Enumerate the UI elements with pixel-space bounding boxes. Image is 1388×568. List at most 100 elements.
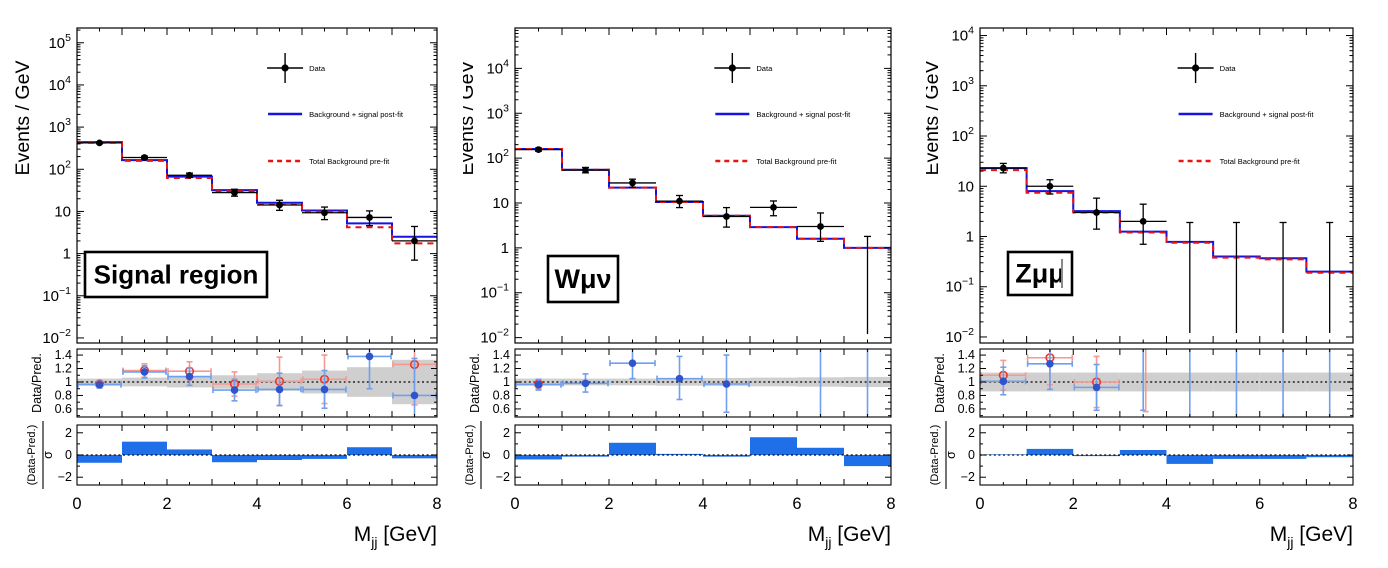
data-point	[676, 197, 683, 205]
svg-text:0.6: 0.6	[958, 402, 975, 416]
svg-text:1.4: 1.4	[958, 348, 975, 362]
pull-bar	[347, 447, 392, 455]
svg-text:1.2: 1.2	[55, 362, 72, 376]
svg-text:2: 2	[604, 495, 613, 513]
pull-bar	[212, 455, 257, 463]
main-y-title: Events / GeV	[12, 61, 34, 176]
pull-bar	[844, 455, 891, 467]
pull-bar	[1259, 455, 1307, 459]
legend-label: Total Background pre-fit	[756, 157, 837, 166]
svg-text:10: 10	[54, 203, 71, 220]
pull-bar	[1026, 448, 1074, 455]
svg-text:1.2: 1.2	[493, 362, 510, 376]
data-points	[515, 146, 871, 335]
ratio-plot: 0.60.811.21.4 Data/Pred.	[933, 348, 1354, 418]
ratio-postfit-point	[410, 391, 419, 400]
svg-text:−2: −2	[496, 470, 510, 484]
data-point	[231, 189, 238, 196]
svg-text:10−2: 10−2	[42, 327, 71, 347]
legend-label: Data	[309, 64, 326, 73]
ratio-postfit-point	[722, 380, 731, 388]
ratio-postfit-point	[1092, 383, 1101, 392]
pull-bar	[1306, 455, 1353, 458]
data-points	[77, 139, 437, 261]
ratio-postfit-point	[230, 386, 239, 394]
legend-label: Background + signal post-fit	[309, 110, 404, 119]
data-point	[999, 164, 1007, 172]
pull-bar	[609, 442, 656, 455]
pull-bar	[392, 455, 437, 459]
pull-bar	[1166, 455, 1214, 464]
svg-text:2: 2	[503, 426, 510, 440]
svg-text:2: 2	[968, 426, 975, 440]
svg-text:−2: −2	[961, 470, 975, 484]
pull-bar	[302, 455, 347, 459]
legend: Data Background + signal post-fit Total Ba…	[267, 53, 404, 166]
svg-text:103: 103	[48, 116, 71, 136]
svg-text:0.6: 0.6	[55, 402, 72, 416]
legend-label: Data	[1220, 64, 1237, 73]
svg-text:−2: −2	[58, 470, 72, 484]
data-point	[186, 171, 193, 179]
svg-text:0: 0	[968, 448, 975, 462]
panel-signal-region: 105 104 103 102 10 1 10−1 10−2 Events / GeV Data B…	[0, 0, 463, 568]
svg-text:10−2: 10−2	[945, 326, 974, 346]
x-axis-labels: 0 2 4 6 8 Mjj [GeV]	[72, 495, 441, 550]
data-point	[770, 203, 777, 211]
data-point	[1093, 209, 1100, 216]
x-axis-labels: 0 2 4 6 8 Mjj [GeV]	[975, 495, 1357, 550]
data-point	[723, 213, 730, 220]
ratio-postfit-point	[320, 385, 329, 394]
x-axis-title: Mjj [GeV]	[354, 523, 437, 550]
svg-text:10: 10	[492, 195, 509, 212]
svg-text:0: 0	[510, 495, 519, 513]
svg-text:2: 2	[1069, 495, 1078, 513]
data-point	[535, 146, 542, 153]
svg-text:2: 2	[65, 426, 72, 440]
svg-text:1: 1	[501, 240, 509, 257]
legend-label: Background + signal post-fit	[1220, 110, 1315, 119]
uncertainty-band	[122, 377, 167, 387]
x-axis-labels: 0 2 4 6 8 Mjj [GeV]	[510, 495, 895, 550]
svg-text:103: 103	[486, 102, 509, 122]
legend-label: Total Background pre-fit	[309, 157, 390, 166]
svg-text:1: 1	[966, 228, 974, 245]
svg-text:0.8: 0.8	[958, 388, 975, 402]
svg-text:1: 1	[63, 246, 71, 263]
legend-label: Data	[756, 64, 773, 73]
data-point	[321, 209, 328, 217]
legend-label: Total Background pre-fit	[1220, 157, 1301, 166]
ratio-postfit-point	[365, 352, 374, 361]
data-point	[629, 179, 636, 187]
svg-text:103: 103	[951, 75, 974, 95]
svg-text:10−1: 10−1	[42, 285, 71, 305]
pull-plot: −2 0 2 (Data-Pred.) σ	[26, 421, 438, 489]
ratio-postfit-point	[628, 359, 637, 367]
svg-text:0.6: 0.6	[493, 402, 510, 416]
svg-text:1.4: 1.4	[493, 348, 510, 362]
svg-text:2: 2	[162, 495, 171, 513]
svg-text:105: 105	[48, 32, 71, 52]
ratio-postfit-point	[1046, 360, 1054, 368]
data-point	[817, 223, 824, 230]
prefit-line	[77, 141, 437, 245]
pull-bar	[515, 455, 562, 460]
svg-text:0: 0	[975, 495, 984, 513]
svg-text:1: 1	[503, 375, 510, 389]
pull-y-title-denominator: σ	[41, 451, 55, 459]
svg-text:1: 1	[968, 375, 975, 389]
uncertainty-band	[609, 378, 656, 386]
svg-text:0.8: 0.8	[55, 388, 72, 402]
svg-text:8: 8	[886, 495, 895, 513]
svg-text:4: 4	[1162, 495, 1171, 513]
pull-bar	[703, 455, 750, 457]
region-label-text: Wμν	[554, 264, 611, 294]
svg-text:1.4: 1.4	[55, 348, 72, 362]
legend-data-marker	[281, 64, 289, 72]
region-label: Wμν	[546, 254, 620, 304]
